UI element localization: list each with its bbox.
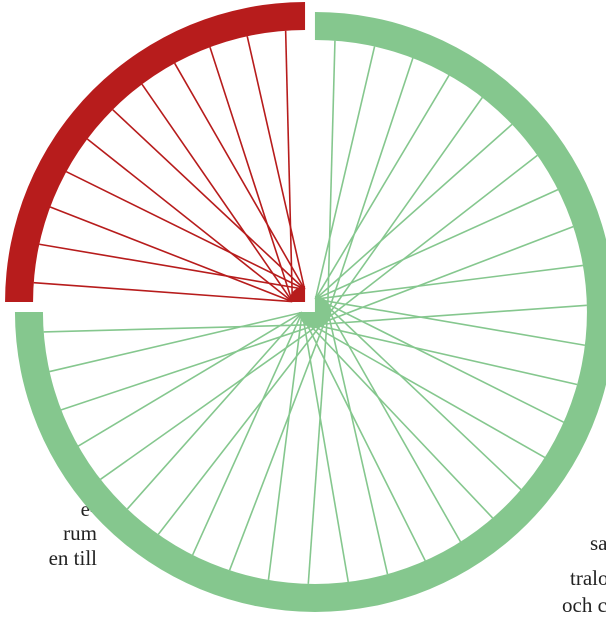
spoke (112, 109, 306, 290)
spoke (314, 74, 450, 300)
spoke (309, 323, 546, 459)
spoke (313, 323, 578, 386)
spoke (65, 170, 305, 290)
spoke (315, 188, 559, 300)
spoke (323, 154, 538, 322)
spoke (326, 57, 414, 315)
wedge (5, 2, 306, 303)
text-fragments: g e- rum en till sa tralo och cyk (49, 472, 606, 617)
spoke (209, 46, 294, 302)
spoke (306, 321, 494, 519)
wedge (14, 11, 606, 612)
spoke (43, 323, 314, 333)
spoke (324, 303, 522, 491)
spoke (284, 30, 294, 301)
spoke (49, 311, 303, 373)
spoke (267, 311, 303, 581)
left-text: en till (49, 546, 98, 570)
spoke (307, 314, 329, 584)
spoke (86, 138, 293, 303)
spoke (77, 311, 303, 447)
spoke (157, 320, 325, 535)
spoke (314, 46, 376, 300)
spoke (325, 97, 483, 319)
hub (298, 295, 331, 328)
rim (5, 2, 306, 303)
spoke (191, 312, 303, 556)
spoke (320, 225, 574, 324)
spoke (318, 298, 586, 347)
spoke (314, 264, 584, 300)
spoke (317, 304, 587, 326)
spoke (100, 322, 322, 480)
spoke (141, 83, 293, 303)
spoke (60, 323, 318, 411)
spoke (49, 206, 293, 303)
left-text: rum (63, 521, 97, 545)
hub (289, 286, 306, 303)
right-text: och cyk (562, 593, 606, 617)
spoke (326, 40, 336, 311)
spoke (314, 123, 513, 300)
spoke (246, 36, 306, 290)
spoke (174, 62, 306, 290)
spoke (39, 243, 305, 291)
spoke (301, 315, 350, 583)
right-text: sa (590, 531, 606, 555)
spoke (33, 281, 293, 303)
right-text: tralo (570, 566, 606, 590)
spoke (303, 318, 426, 561)
spoke (126, 311, 303, 510)
